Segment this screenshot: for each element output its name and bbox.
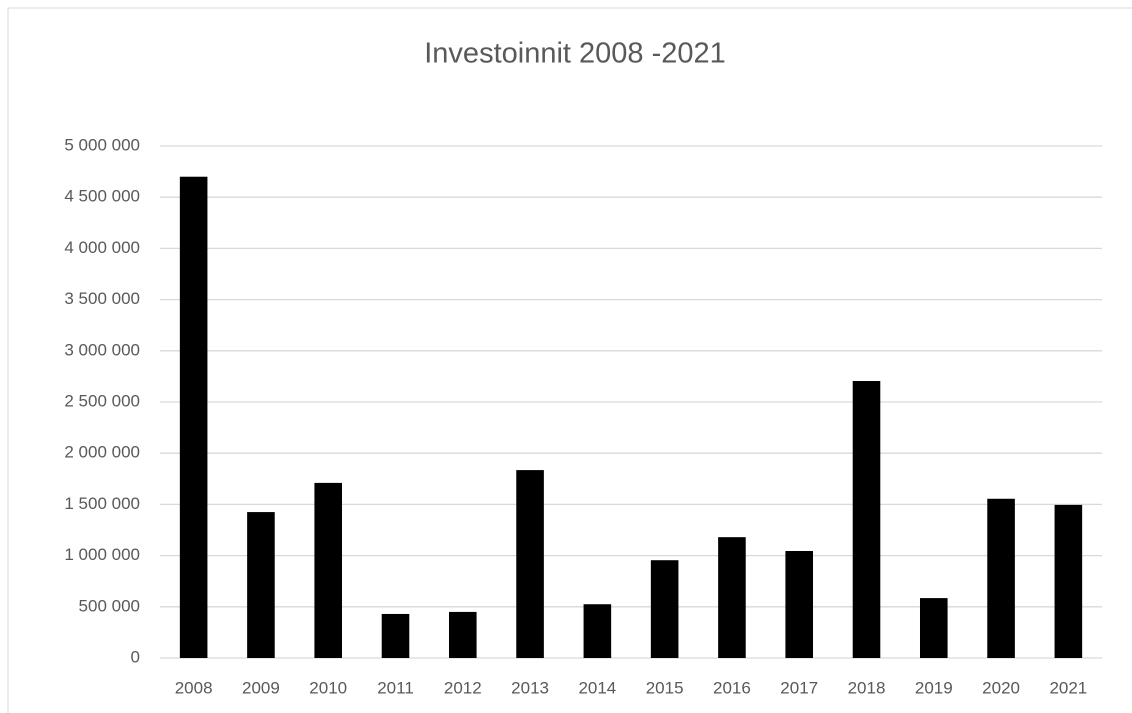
bar xyxy=(179,176,208,658)
x-tick-label: 2013 xyxy=(511,678,549,697)
x-tick-label: 2015 xyxy=(646,678,684,697)
x-tick-label: 2012 xyxy=(444,678,482,697)
bar xyxy=(718,537,746,658)
bar xyxy=(1054,504,1083,658)
x-tick-label: 2008 xyxy=(175,678,213,697)
bar xyxy=(650,560,679,658)
bar xyxy=(583,604,612,658)
y-tick-label: 1 000 000 xyxy=(64,545,140,564)
x-tick-label: 2014 xyxy=(578,678,616,697)
bar xyxy=(516,470,544,658)
x-tick-label: 2016 xyxy=(713,678,751,697)
bar xyxy=(987,498,1015,658)
bar xyxy=(448,611,477,658)
bar xyxy=(247,512,275,658)
x-tick-label: 2010 xyxy=(309,678,347,697)
x-tick-label: 2009 xyxy=(242,678,280,697)
x-tick-label: 2017 xyxy=(780,678,818,697)
y-tick-label: 2 000 000 xyxy=(64,443,140,462)
y-tick-label: 3 000 000 xyxy=(64,340,140,359)
bar xyxy=(381,613,410,658)
bar xyxy=(785,550,814,658)
bar xyxy=(314,482,343,658)
y-tick-label: 0 xyxy=(131,647,140,666)
x-tick-label: 2011 xyxy=(377,678,414,697)
y-tick-label: 500 000 xyxy=(79,596,140,615)
y-tick-label: 4 500 000 xyxy=(64,187,140,206)
x-tick-label: 2020 xyxy=(982,678,1020,697)
x-tick-label: 2021 xyxy=(1049,678,1087,697)
bar xyxy=(919,598,948,658)
bar xyxy=(852,381,881,658)
y-tick-label: 4 000 000 xyxy=(64,238,140,257)
y-tick-label: 5 000 000 xyxy=(64,135,140,154)
y-tick-label: 1 500 000 xyxy=(64,494,140,513)
y-tick-label: 3 500 000 xyxy=(64,289,140,308)
x-tick-label: 2018 xyxy=(848,678,886,697)
y-tick-label: 2 500 000 xyxy=(64,391,140,410)
x-tick-label: 2019 xyxy=(915,678,953,697)
chart-title: Investoinnit 2008 -2021 xyxy=(424,38,726,70)
